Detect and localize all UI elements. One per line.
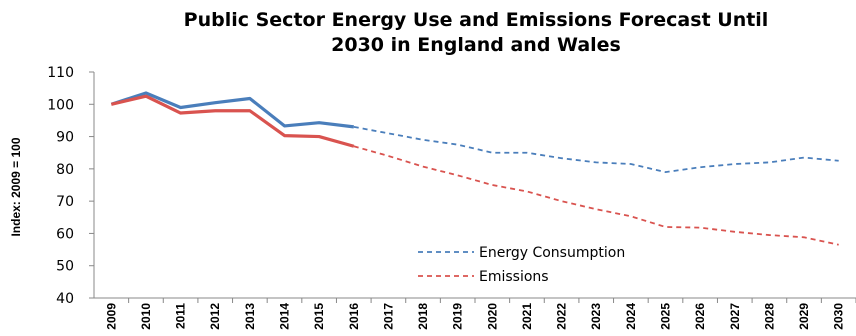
chart-title-line-1: Public Sector Energy Use and Emissions F… — [183, 9, 769, 31]
chart-title: Public Sector Energy Use and Emissions F… — [96, 8, 856, 58]
chart-title-line-2: 2030 in England and Wales — [331, 34, 621, 56]
x-tick-label: 2022 — [555, 303, 569, 330]
x-tick-label: 2010 — [139, 303, 153, 330]
legend-label-emissions: Emissions — [479, 269, 549, 285]
emissions-actual-line — [110, 94, 355, 148]
x-tick-label: 2028 — [762, 303, 776, 330]
y-tick-label: 40 — [56, 291, 74, 307]
x-tick-label: 2029 — [797, 303, 811, 330]
x-tick-label: 2016 — [347, 303, 361, 330]
x-tick-label: 2027 — [728, 303, 742, 330]
x-tick-label: 2023 — [589, 303, 603, 330]
emissions-forecast-line — [353, 145, 839, 246]
energy-consumption-actual-line — [110, 91, 354, 129]
y-tick-label: 110 — [47, 65, 74, 81]
x-tick-label: 2019 — [451, 303, 465, 330]
x-tick-label: 2018 — [416, 303, 430, 330]
x-tick-label: 2012 — [208, 303, 222, 330]
x-tick-label: 2011 — [174, 303, 188, 329]
legend-label-energy-consumption: Energy Consumption — [479, 245, 625, 261]
x-tick-label: 2025 — [659, 303, 673, 330]
x-tick-label: 2021 — [520, 303, 534, 330]
y-tick-label: 80 — [56, 162, 74, 178]
x-tick-label: 2026 — [693, 303, 707, 330]
x-tick-label: 2014 — [278, 303, 292, 330]
x-tick-label: 2013 — [243, 303, 257, 330]
x-tick-label: 2017 — [381, 303, 395, 330]
y-tick-label: 50 — [56, 259, 74, 275]
y-tick-label: 70 — [56, 194, 74, 210]
x-tick-label: 2030 — [832, 303, 846, 330]
x-tick-label: 2020 — [485, 303, 499, 330]
x-tick-label: 2024 — [624, 303, 638, 330]
y-tick-label: 60 — [56, 226, 74, 242]
y-tick-label: 100 — [47, 97, 74, 113]
x-tick-label: 2015 — [312, 303, 326, 330]
y-tick-label: 90 — [56, 130, 74, 146]
x-tick-label: 2009 — [104, 303, 118, 330]
energy-consumption-forecast-line — [353, 126, 839, 174]
